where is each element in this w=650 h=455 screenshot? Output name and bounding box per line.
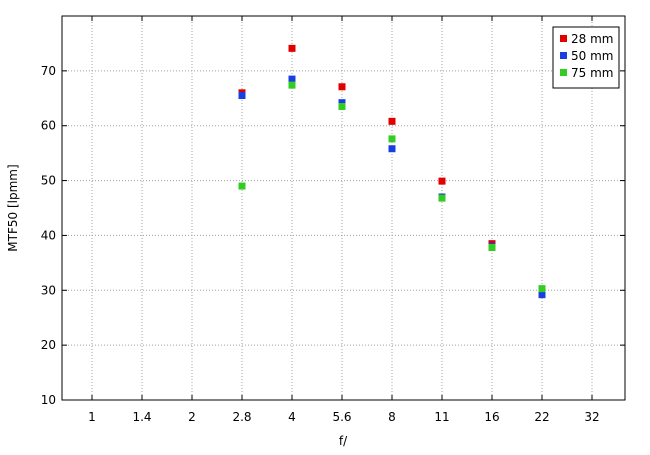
y-tick-label: 20 <box>41 338 56 352</box>
data-point <box>288 81 296 89</box>
y-axis-title: MTF50 [lpmm] <box>6 164 20 251</box>
legend-label: 28 mm <box>571 32 613 46</box>
data-point <box>338 99 346 107</box>
x-tick-label: 2.8 <box>232 410 251 424</box>
axis-ticks: 1 1.4 2 2.8 4 5.6 8 11 16 22 32 10 20 30 40 50 60 70 <box>41 16 625 424</box>
data-points <box>238 44 546 299</box>
x-tick-label: 11 <box>434 410 449 424</box>
data-point <box>288 44 296 52</box>
data-point <box>388 135 396 143</box>
data-point <box>438 177 446 185</box>
x-tick-label: 32 <box>584 410 599 424</box>
x-axis-title: f/ <box>339 434 348 448</box>
legend-swatch <box>560 35 567 42</box>
data-point <box>538 291 546 299</box>
data-point <box>388 145 396 153</box>
y-tick-label: 40 <box>41 228 56 242</box>
data-point <box>488 243 496 251</box>
x-tick-label: 16 <box>484 410 499 424</box>
x-tick-label: 22 <box>534 410 549 424</box>
y-tick-label: 50 <box>41 174 56 188</box>
plot-area-frame <box>61 15 626 401</box>
data-point <box>338 83 346 91</box>
y-tick-label: 60 <box>41 119 56 133</box>
legend-label: 75 mm <box>571 66 613 80</box>
grid-lines <box>62 16 625 400</box>
data-point <box>438 194 446 202</box>
data-point <box>238 92 246 100</box>
legend: 28 mm 50 mm 75 mm <box>552 26 620 89</box>
y-tick-label: 10 <box>41 393 56 407</box>
data-point <box>238 182 246 190</box>
x-tick-label: 4 <box>288 410 296 424</box>
x-tick-label: 5.6 <box>332 410 351 424</box>
data-point <box>538 285 546 293</box>
data-point <box>338 103 346 111</box>
data-point <box>288 75 296 83</box>
legend-swatch <box>560 52 567 59</box>
x-tick-label: 2 <box>188 410 196 424</box>
x-tick-label: 8 <box>388 410 396 424</box>
x-tick-label: 1 <box>88 410 96 424</box>
x-tick-label: 1.4 <box>132 410 151 424</box>
legend-swatch <box>560 69 567 76</box>
legend-label: 50 mm <box>571 49 613 63</box>
y-tick-label: 70 <box>41 64 56 78</box>
y-tick-label: 30 <box>41 283 56 297</box>
data-point <box>388 117 396 125</box>
